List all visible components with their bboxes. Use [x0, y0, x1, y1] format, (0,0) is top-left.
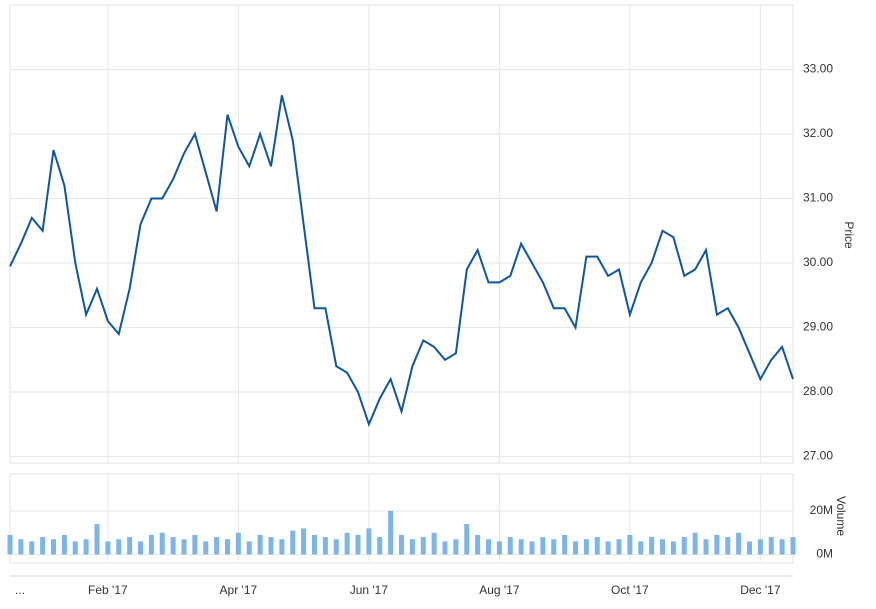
y-tick-label: 30.00	[803, 255, 833, 269]
volume-bar	[290, 530, 296, 555]
volume-bar	[344, 532, 350, 555]
volume-bar	[475, 534, 481, 555]
volume-bar	[507, 537, 513, 555]
volume-bar	[529, 541, 535, 555]
volume-bar	[649, 537, 655, 555]
y-tick-label: 20M	[810, 503, 833, 517]
volume-bar	[703, 539, 709, 555]
y-tick-label: 29.00	[803, 320, 833, 334]
volume-bar	[616, 539, 622, 555]
volume-bar	[692, 532, 698, 555]
volume-bar	[681, 537, 687, 555]
volume-bar	[72, 541, 78, 555]
volume-bar	[409, 539, 415, 555]
volume-bar	[312, 534, 317, 555]
x-tick-label: Apr '17	[220, 583, 258, 597]
volume-bar	[170, 537, 176, 555]
price-panel	[9, 4, 794, 464]
volume-bar	[790, 537, 796, 555]
volume-bar	[105, 541, 111, 555]
volume-bar	[420, 537, 426, 555]
volume-bar	[366, 528, 372, 555]
volume-bar	[181, 539, 187, 555]
volume-bar	[496, 541, 502, 555]
y-tick-label: 28.00	[803, 384, 833, 398]
volume-bar	[192, 534, 198, 555]
volume-bar	[627, 534, 633, 555]
y-tick-label: 33.00	[803, 62, 833, 76]
volume-bar	[116, 539, 122, 555]
volume-bar	[757, 539, 763, 555]
volume-bar	[18, 539, 24, 555]
y-tick-label: 0M	[816, 547, 833, 561]
volume-bar	[83, 539, 89, 555]
volume-bar	[660, 539, 665, 555]
volume-bar	[94, 524, 100, 555]
x-tick-label: Aug '17	[479, 583, 520, 597]
volume-panel	[9, 473, 794, 564]
volume-bar	[551, 539, 557, 555]
volume-bar	[225, 539, 230, 555]
volume-bar	[235, 532, 241, 555]
y-tick-label: 31.00	[803, 191, 833, 205]
volume-bar	[725, 537, 731, 555]
price-axis-title: Price	[842, 221, 856, 249]
volume-bar	[453, 539, 459, 555]
volume-bar	[301, 528, 307, 555]
x-tick-label: ...	[15, 583, 25, 597]
volume-bar	[214, 537, 220, 555]
volume-bar	[736, 532, 742, 555]
price-line	[9, 95, 794, 428]
volume-bar	[605, 541, 611, 555]
y-tick-label: 27.00	[803, 449, 833, 463]
volume-bar	[638, 541, 644, 555]
volume-bar	[562, 534, 568, 555]
y-tick-label: 32.00	[803, 126, 833, 140]
volume-bar	[540, 537, 546, 555]
volume-bar	[431, 532, 437, 555]
x-tick-label: Jun '17	[350, 583, 389, 597]
volume-bar	[333, 539, 339, 555]
volume-bar	[442, 541, 448, 555]
volume-bar	[257, 534, 263, 555]
volume-bar	[51, 539, 56, 555]
volume-bar	[138, 541, 143, 555]
volume-bar	[388, 510, 394, 555]
volume-bar	[159, 532, 165, 555]
volume-bar	[203, 541, 209, 555]
volume-bar	[268, 537, 274, 555]
volume-bar	[464, 524, 470, 555]
volume-bar	[768, 537, 774, 555]
volume-bar	[714, 534, 720, 555]
volume-bar	[779, 539, 785, 555]
volume-bar	[399, 534, 404, 555]
volume-bar	[279, 539, 285, 555]
volume-bar	[377, 537, 383, 555]
x-tick-label: Dec '17	[740, 583, 781, 597]
volume-bar	[583, 539, 589, 555]
volume-bar	[40, 537, 46, 555]
volume-bar	[355, 534, 361, 555]
volume-bar	[486, 539, 491, 555]
x-tick-label: Feb '17	[88, 583, 128, 597]
volume-bar	[246, 541, 252, 555]
volume-bar	[747, 541, 752, 555]
volume-bar	[61, 534, 67, 555]
volume-bar	[573, 541, 578, 555]
volume-bar	[29, 541, 35, 555]
volume-bar	[518, 539, 524, 555]
volume-bar	[127, 537, 133, 555]
volume-bar	[322, 537, 328, 555]
volume-bar	[7, 534, 13, 555]
volume-axis-title: Volume	[834, 496, 848, 536]
volume-bar	[670, 541, 676, 555]
volume-bar	[594, 537, 600, 555]
x-tick-label: Oct '17	[611, 583, 649, 597]
volume-bar	[148, 534, 154, 555]
